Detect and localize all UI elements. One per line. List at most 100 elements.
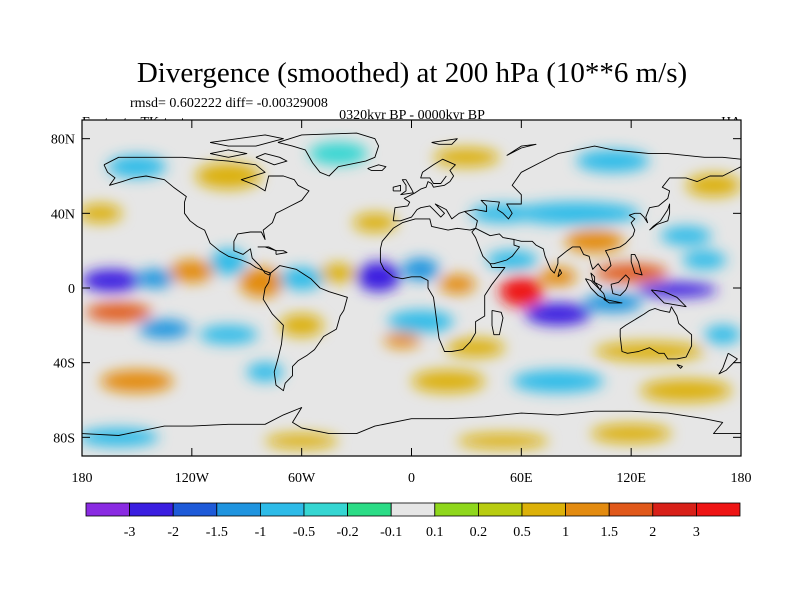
coastline	[718, 352, 738, 375]
coastline	[275, 250, 288, 255]
colorbar-swatch	[172, 502, 218, 517]
divergence-blob	[100, 370, 174, 393]
colorbar-swatch	[608, 502, 654, 517]
coastline	[491, 309, 504, 336]
divergence-blob	[279, 314, 324, 337]
divergence-blob	[411, 370, 485, 393]
stats-text: rmsd= 0.602222 diff= -0.00329008	[130, 96, 328, 111]
divergence-blob	[457, 433, 549, 449]
colorbar-swatch	[652, 502, 697, 517]
lat-tick-label: 0	[68, 282, 75, 297]
colorbar-label: 1	[562, 525, 569, 540]
colorbar-swatch	[303, 502, 348, 517]
coastline	[103, 156, 310, 276]
colorbar-swatch	[565, 502, 610, 517]
colorbar-label: 0.5	[513, 525, 531, 540]
divergence-blob	[169, 260, 214, 283]
chart-title: Divergence (smoothed) at 200 hPa (10**6 …	[137, 57, 687, 89]
coastline	[82, 407, 741, 436]
colorbar-swatch	[696, 502, 741, 517]
coastline	[610, 274, 630, 296]
divergence-blob	[660, 226, 712, 246]
coastline	[367, 164, 387, 171]
colorbar-swatch	[434, 502, 479, 517]
coastline	[603, 298, 623, 304]
divergence-blob	[82, 204, 123, 223]
divergence-blob	[387, 310, 454, 333]
coastline	[392, 184, 401, 192]
colorbar-swatch	[477, 502, 523, 517]
latitude-axis: 80N 40N 0 40S 80S	[51, 133, 741, 446]
lat-tick-label: 40S	[53, 357, 75, 372]
divergence-blob	[433, 148, 500, 167]
divergence-blob	[107, 155, 167, 178]
divergence-blob	[265, 433, 339, 449]
divergence-blob	[438, 274, 476, 294]
lon-tick-label: 180	[731, 471, 752, 486]
coastline	[400, 179, 414, 196]
divergence-blob	[85, 302, 152, 322]
divergence-blob	[486, 250, 538, 270]
coastline	[210, 149, 248, 158]
divergence-blob	[319, 263, 357, 283]
colorbar-label: -2	[167, 525, 179, 540]
coastline	[506, 143, 537, 156]
colorbar-label: 2	[649, 525, 656, 540]
coastline	[379, 203, 506, 352]
divergence-blob	[565, 230, 624, 253]
colorbar-swatch	[347, 502, 392, 517]
coastline	[590, 272, 603, 291]
coastline	[262, 265, 348, 392]
divergence-blob	[195, 162, 262, 190]
divergence-blob	[446, 338, 505, 358]
divergence-blob	[356, 261, 401, 292]
lon-tick-label: 60W	[288, 471, 316, 486]
divergence-blob	[402, 258, 439, 281]
map-plot-area	[82, 120, 741, 456]
coastline	[431, 138, 458, 145]
divergence-blob	[524, 302, 591, 326]
coastline	[464, 145, 741, 220]
divergence-blob	[279, 267, 324, 290]
lon-tick-label: 120W	[175, 471, 210, 486]
colorbar-swatch	[216, 502, 261, 517]
colorbar-swatch	[259, 502, 305, 517]
lon-tick-label: 180	[72, 471, 93, 486]
divergence-blob	[308, 142, 368, 165]
colorbar-label: 0.1	[426, 525, 444, 540]
colorbar-swatch	[390, 502, 436, 517]
divergence-blob	[686, 174, 741, 197]
coastline	[676, 364, 683, 369]
coastline	[630, 253, 643, 276]
colorbar: -3 -2 -1.5 -1 -0.5 -0.2 -0.1 0.1 0.2 0.5 1 1.5 2 3	[85, 502, 741, 540]
divergence-blob	[138, 319, 191, 339]
divergence-blob	[499, 276, 544, 307]
colorbar-label: 1.5	[600, 525, 618, 540]
divergence-blob	[576, 149, 650, 173]
colorbar-label: -0.5	[293, 525, 315, 540]
longitude-axis: 180 120W 60W 0 60E 120E 180	[72, 120, 752, 486]
map-background	[82, 120, 741, 456]
colorbar-swatch	[129, 502, 174, 517]
lon-tick-label: 120E	[616, 471, 646, 486]
divergence-blob	[590, 424, 672, 443]
divergence-blob	[594, 342, 705, 361]
coastline	[650, 289, 687, 308]
divergence-blob	[82, 269, 141, 292]
colorbar-label: 3	[693, 525, 700, 540]
coastline	[649, 203, 671, 231]
divergence-blob	[239, 267, 284, 298]
colorbar-swatch	[85, 502, 130, 517]
coastline	[277, 132, 380, 177]
divergence-blob	[384, 332, 421, 348]
divergence-blob	[210, 248, 247, 275]
coastline	[513, 166, 741, 274]
lon-tick-label: 60E	[510, 471, 533, 486]
divergence-blob	[352, 213, 397, 233]
colorbar-label: 0.2	[470, 525, 488, 540]
colorbar-swatch	[521, 502, 566, 517]
divergence-blob	[704, 325, 741, 344]
divergence-field	[82, 142, 741, 449]
divergence-blob	[246, 362, 284, 382]
divergence-blob	[640, 379, 732, 402]
